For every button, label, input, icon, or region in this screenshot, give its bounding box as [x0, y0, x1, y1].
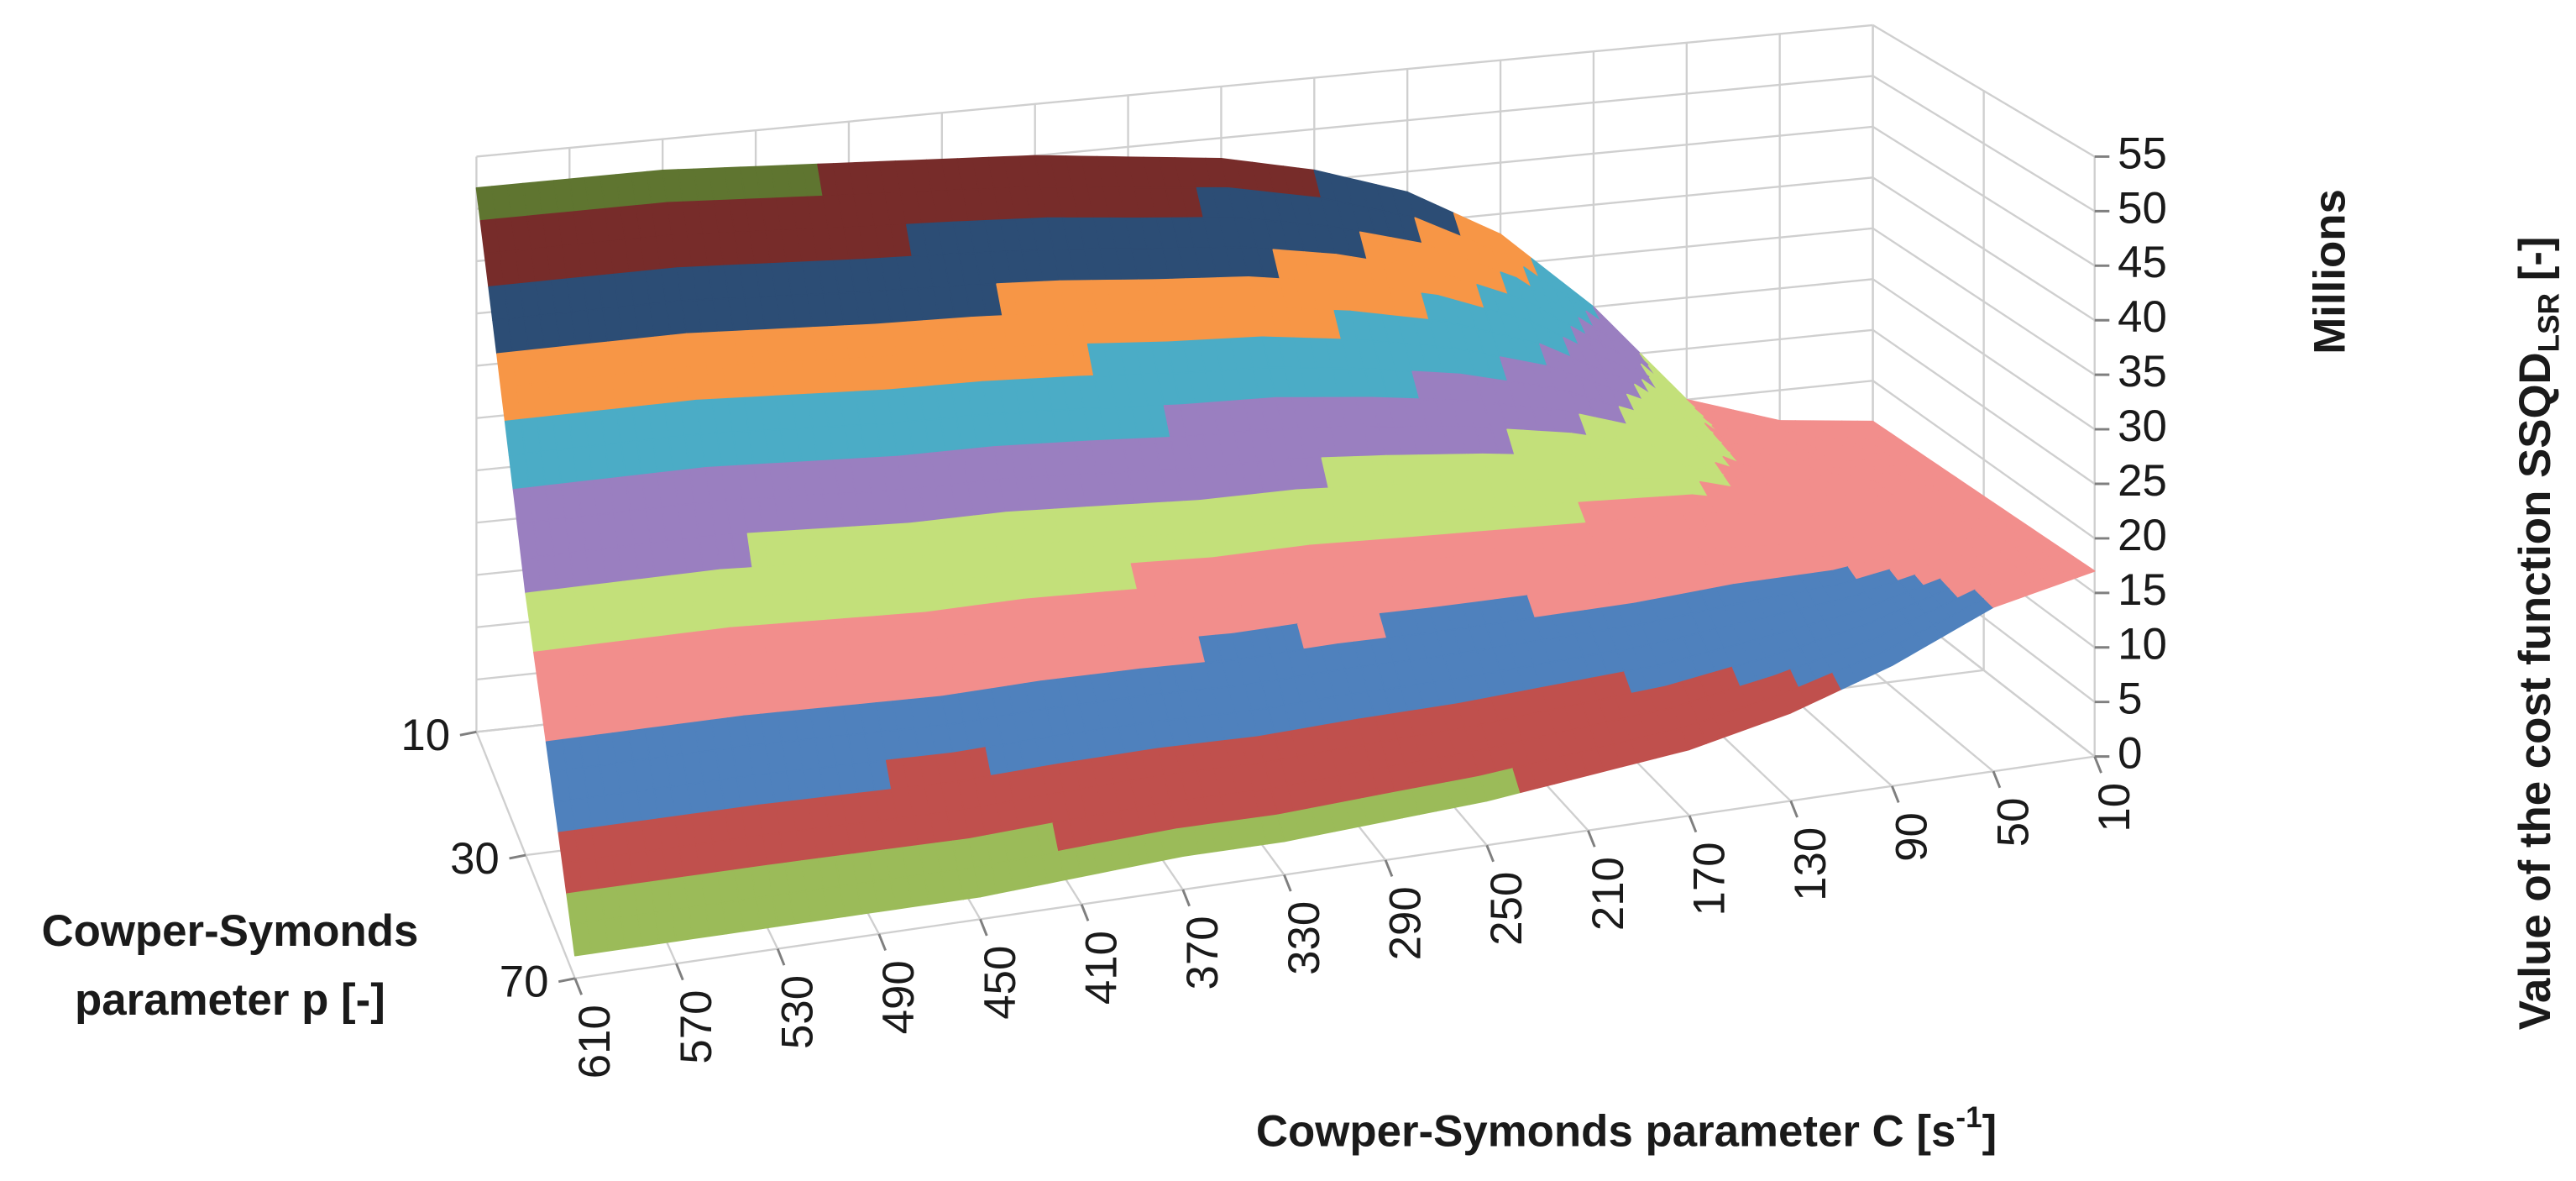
x-tick-label: 10	[2090, 783, 2139, 832]
x-tick-mark	[877, 933, 887, 952]
x-tick-mark	[1789, 800, 1798, 818]
side-wall-grid-line	[1872, 380, 2096, 539]
z-axis-title: Value of the cost function SSQDLSR [-]	[2511, 236, 2566, 1030]
z-unit-label: Millions	[2305, 189, 2354, 354]
x-tick-label: 570	[672, 989, 721, 1063]
side-wall-grid-line	[1872, 75, 2096, 213]
depth-axis-title: Cowper-Symonds	[41, 906, 418, 956]
depth-tick-label: 70	[500, 958, 549, 1007]
depth-tick-mark	[459, 730, 477, 737]
z-tick-label: 50	[2118, 183, 2167, 233]
x-tick-mark	[1283, 874, 1292, 892]
z-tick-label: 10	[2118, 620, 2167, 669]
x-tick-mark	[776, 948, 786, 966]
z-tick-label: 40	[2118, 292, 2167, 342]
side-wall-grid-line	[1872, 24, 2096, 158]
x-tick-mark	[1485, 844, 1495, 863]
depth-tick-label: 30	[450, 834, 500, 884]
x-title-main: Cowper-Symonds parameter C [s	[1256, 1107, 1956, 1157]
z-title-sub: LSR	[2533, 293, 2566, 352]
x-tick-mark	[573, 978, 584, 995]
x-tick-label: 410	[1076, 931, 1126, 1005]
x-tick-label: 330	[1280, 901, 1329, 975]
x-tick-label: 490	[874, 960, 924, 1034]
surface-patch	[2067, 564, 2096, 578]
z-tick-label: 25	[2118, 456, 2167, 506]
surface-layer	[475, 155, 2096, 957]
floor-grid-line	[574, 755, 2095, 979]
x-tick-mark	[2093, 756, 2102, 774]
z-tick-label: 30	[2118, 402, 2167, 451]
z-title-main: Value of the cost function SSQD	[2511, 352, 2560, 1030]
x-tick-mark	[1384, 859, 1394, 877]
depth-tick-label: 10	[401, 711, 450, 760]
z-tick-label: 5	[2118, 674, 2142, 724]
x-tick-mark	[1181, 889, 1191, 907]
x-tick-mark	[979, 918, 988, 937]
x-tick-mark	[1992, 770, 2002, 789]
x-title-sup: -1	[1956, 1101, 1982, 1134]
x-tick-mark	[1891, 785, 1900, 803]
label-layer: Cowper-Symonds parameter C [s-1] Cowper-…	[41, 129, 2566, 1156]
x-title-end: ]	[1982, 1107, 1997, 1157]
x-axis-title: Cowper-Symonds parameter C [s-1]	[1256, 1101, 1997, 1156]
x-tick-label: 610	[570, 1005, 620, 1079]
z-tick-label: 55	[2118, 129, 2167, 178]
side-wall-grid-line	[1872, 227, 2096, 376]
side-wall-grid-line	[1872, 328, 2096, 485]
x-tick-mark	[1080, 904, 1090, 921]
x-tick-label: 170	[1684, 842, 1734, 916]
x-tick-label: 370	[1178, 916, 1228, 989]
x-tick-label: 290	[1380, 886, 1430, 960]
side-wall-grid-line	[1872, 278, 2096, 431]
depth-tick-mark	[509, 853, 526, 860]
x-tick-mark	[1587, 830, 1596, 848]
x-tick-label: 90	[1887, 812, 1937, 862]
side-wall-grid-line	[1872, 176, 2096, 322]
x-tick-mark	[675, 963, 684, 981]
x-tick-label: 50	[1988, 798, 2038, 848]
side-wall-grid-line	[1872, 125, 2096, 267]
z-title-end: [-]	[2511, 236, 2560, 292]
x-tick-mark	[1688, 815, 1698, 833]
z-tick-label: 15	[2118, 565, 2167, 615]
x-tick-label: 210	[1584, 857, 1633, 931]
x-tick-label: 530	[772, 975, 822, 1049]
z-tick-label: 20	[2118, 511, 2167, 560]
back-wall-grid-line	[476, 24, 1873, 158]
x-tick-label: 250	[1482, 872, 1531, 946]
depth-axis-title: parameter p [-]	[75, 975, 385, 1025]
z-tick-label: 35	[2118, 347, 2167, 396]
x-tick-label: 130	[1786, 827, 1835, 901]
x-tick-label: 450	[976, 946, 1025, 1020]
z-tick-label: 0	[2118, 729, 2142, 779]
z-tick-label: 45	[2118, 238, 2167, 287]
depth-tick-mark	[558, 977, 576, 984]
